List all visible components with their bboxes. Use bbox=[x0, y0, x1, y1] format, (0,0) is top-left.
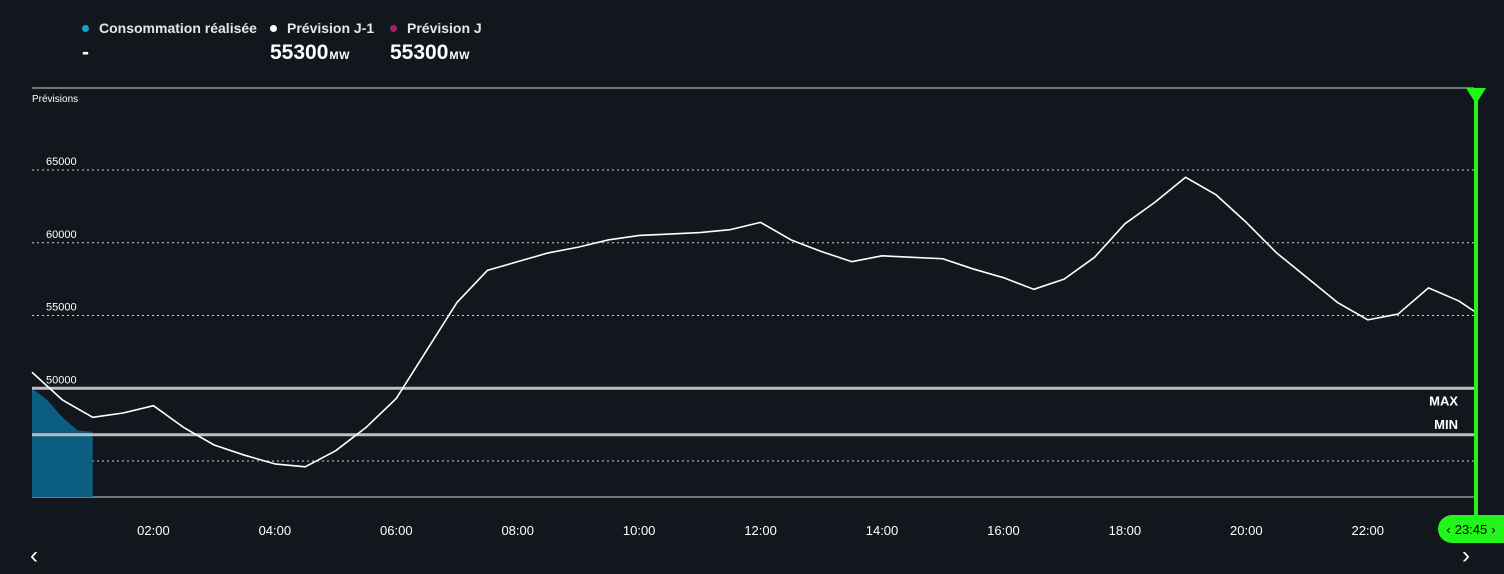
chart-title: Prévisions bbox=[32, 94, 78, 105]
cursor-time-badge[interactable]: ‹ 23:45 › bbox=[1438, 515, 1504, 543]
legend-value-prevision-j: 55300 bbox=[390, 41, 449, 64]
prev-day-arrow-icon[interactable]: ‹ bbox=[30, 542, 38, 569]
next-day-arrow-icon[interactable]: › bbox=[1462, 542, 1470, 569]
x-tick-label: 20:00 bbox=[1230, 523, 1263, 538]
legend-prevision-j1[interactable]: Prévision J-1 55300MW bbox=[270, 20, 374, 65]
y-tick-label: 55000 bbox=[46, 302, 77, 314]
x-tick-label: 10:00 bbox=[623, 523, 656, 538]
legend-consommation[interactable]: Consommation réalisée - bbox=[82, 20, 257, 65]
series-line-prevision-j1 bbox=[31, 176, 1475, 468]
x-tick-label: 22:00 bbox=[1351, 523, 1384, 538]
cursor-prev-icon[interactable]: ‹ bbox=[1446, 521, 1451, 537]
x-tick-label: 08:00 bbox=[501, 523, 534, 538]
cursor-handle-icon[interactable] bbox=[1466, 88, 1486, 104]
time-cursor[interactable] bbox=[1466, 88, 1486, 520]
legend-label-prevision-j1: Prévision J-1 bbox=[287, 20, 375, 36]
x-tick-label: 12:00 bbox=[744, 523, 777, 538]
series-lines bbox=[31, 176, 1475, 468]
legend-prevision-j[interactable]: Prévision J 55300MW bbox=[390, 20, 482, 65]
threshold-lines: MAX MIN bbox=[32, 386, 1474, 437]
x-tick-label: 04:00 bbox=[259, 523, 292, 538]
y-tick-label: 60000 bbox=[46, 229, 77, 241]
legend-value-prevision-j1: 55300 bbox=[270, 41, 329, 64]
legend-label-consommation: Consommation réalisée bbox=[99, 20, 257, 36]
x-tick-label: 16:00 bbox=[987, 523, 1020, 538]
legend-dot-consommation bbox=[82, 24, 89, 32]
grid-lines bbox=[32, 169, 1474, 462]
y-tick-label: 65000 bbox=[46, 156, 77, 168]
x-axis-labels: 02:00 04:00 06:00 08:00 10:00 12:00 14:00 16:00… bbox=[137, 523, 1384, 538]
legend-dot-prevision-j bbox=[390, 24, 397, 32]
x-tick-label: 02:00 bbox=[137, 523, 170, 538]
y-tick-label: 50000 bbox=[46, 374, 77, 386]
legend-label-prevision-j: Prévision J bbox=[407, 20, 482, 36]
cursor-next-icon[interactable]: › bbox=[1491, 521, 1496, 537]
series-area-consommation bbox=[32, 388, 93, 497]
legend-value-consommation: - bbox=[82, 41, 89, 64]
consumption-area bbox=[32, 388, 93, 497]
x-tick-label: 18:00 bbox=[1109, 523, 1142, 538]
threshold-label-min: MIN bbox=[1434, 417, 1458, 432]
cursor-time-label: 23:45 bbox=[1454, 521, 1488, 537]
legend-unit-prevision-j: MW bbox=[449, 50, 470, 62]
x-tick-label: 06:00 bbox=[380, 523, 413, 538]
legend-dot-prevision-j1 bbox=[270, 24, 277, 32]
x-tick-label: 14:00 bbox=[866, 523, 899, 538]
threshold-label-max: MAX bbox=[1429, 393, 1458, 408]
legend-unit-prevision-j1: MW bbox=[329, 50, 350, 62]
